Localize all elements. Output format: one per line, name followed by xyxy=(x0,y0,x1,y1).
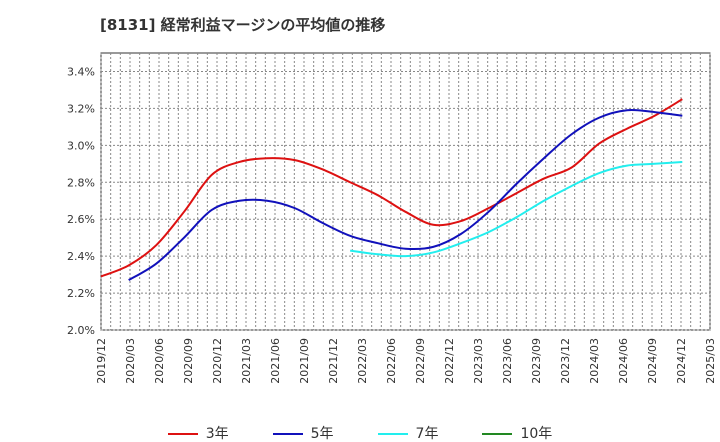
x-tick-label: 2023/09 xyxy=(530,338,543,384)
x-tick-label: 2022/06 xyxy=(385,338,398,384)
legend-label: 3年 xyxy=(205,426,229,442)
x-tick-label: 2023/12 xyxy=(559,338,572,384)
chart-title: [8131] 経常利益マージンの平均値の推移 xyxy=(100,16,386,34)
x-tick-label: 2022/09 xyxy=(414,338,427,384)
legend-swatch xyxy=(167,433,198,435)
legend-label: 7年 xyxy=(415,426,439,442)
y-tick-label: 3.0% xyxy=(67,139,95,152)
x-tick-label: 2020/12 xyxy=(211,338,224,384)
legend-label: 5年 xyxy=(310,426,334,442)
legend-swatch xyxy=(482,433,513,435)
x-tick-label: 2024/03 xyxy=(588,338,601,384)
axes: 2.0% 2.2% 2.4% 2.6% 2.8% 3.0% 3.2% 3.4% 2019/12 2… xyxy=(67,65,717,383)
legend-label: 10年 xyxy=(520,426,553,442)
x-tick-label: 2020/09 xyxy=(182,338,195,384)
x-tick-label: 2023/03 xyxy=(472,338,485,384)
legend-swatch xyxy=(377,433,408,435)
x-tick-label: 2020/06 xyxy=(153,338,166,384)
x-tick-label: 2019/12 xyxy=(95,338,108,384)
legend-item: 10年 xyxy=(482,426,553,442)
legend-item: 5年 xyxy=(272,426,334,442)
y-tick-label: 2.6% xyxy=(67,213,95,226)
x-tick-label: 2021/06 xyxy=(269,338,282,384)
legend-swatch xyxy=(272,433,303,435)
x-tick-label: 2024/12 xyxy=(675,338,688,384)
x-tick-label: 2021/03 xyxy=(240,338,253,384)
x-tick-label: 2022/03 xyxy=(356,338,369,384)
x-tick-label: 2025/03 xyxy=(704,338,717,384)
series-line-3年 xyxy=(100,98,683,278)
x-tick-label: 2021/12 xyxy=(327,338,340,384)
y-tick-label: 2.0% xyxy=(67,324,95,337)
y-tick-label: 3.4% xyxy=(67,65,95,78)
y-tick-label: 2.4% xyxy=(67,250,95,263)
x-tick-label: 2020/03 xyxy=(124,338,137,384)
x-tick-label: 2024/09 xyxy=(646,338,659,384)
series-line-7年 xyxy=(350,160,683,258)
legend-item: 7年 xyxy=(377,426,439,442)
y-tick-label: 2.2% xyxy=(67,287,95,300)
grid xyxy=(100,52,711,331)
x-tick-label: 2021/09 xyxy=(298,338,311,384)
x-tick-label: 2022/12 xyxy=(443,338,456,384)
y-tick-label: 2.8% xyxy=(67,176,95,189)
legend-item: 3年 xyxy=(167,426,229,442)
x-tick-label: 2023/06 xyxy=(501,338,514,384)
y-tick-label: 3.2% xyxy=(67,102,95,115)
series-lines xyxy=(100,98,683,282)
plot-frame xyxy=(100,52,711,331)
x-tick-label: 2024/06 xyxy=(617,338,630,384)
series-line-5年 xyxy=(128,109,683,282)
legend: 3年 5年 7年 10年 xyxy=(0,426,720,442)
